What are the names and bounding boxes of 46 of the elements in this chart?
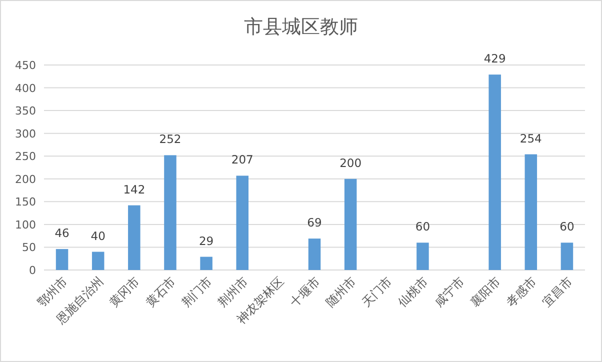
x-tick-label: 黄冈市 xyxy=(106,274,142,310)
data-label: 429 xyxy=(484,52,506,66)
y-tick-label: 200 xyxy=(15,172,36,186)
bar xyxy=(524,154,538,270)
bar xyxy=(344,178,357,270)
x-tick-label: 孝感市 xyxy=(504,274,540,310)
data-label: 142 xyxy=(123,182,146,196)
bar xyxy=(128,205,140,270)
chart-title: 市县城区教师 xyxy=(244,16,358,38)
x-tick-label: 天门市 xyxy=(359,274,395,310)
x-tick-label: 黄石市 xyxy=(143,274,178,310)
x-tick-label: 随州市 xyxy=(323,274,359,310)
data-label: 29 xyxy=(198,234,214,248)
bar xyxy=(560,242,574,270)
data-label: 60 xyxy=(415,220,430,234)
bar xyxy=(56,249,68,270)
data-label: 200 xyxy=(340,156,362,170)
y-tick-label: 300 xyxy=(15,127,36,140)
x-tick-label: 仙桃市 xyxy=(395,274,431,310)
x-tick-label: 襄阳市 xyxy=(468,274,503,310)
y-tick-label: 150 xyxy=(15,196,36,209)
y-tick-label: 50 xyxy=(22,241,36,254)
bar xyxy=(308,238,321,270)
y-tick-label: 100 xyxy=(15,218,36,232)
data-label: 40 xyxy=(90,228,106,243)
data-label: 46 xyxy=(54,226,70,240)
data-label: 207 xyxy=(231,152,254,167)
y-tick-label: 250 xyxy=(15,150,36,164)
bar xyxy=(236,176,248,270)
bar xyxy=(200,256,212,270)
data-label: 69 xyxy=(307,216,322,230)
bar xyxy=(92,252,104,270)
x-tick-label: 荆门市 xyxy=(179,274,214,310)
data-label: 252 xyxy=(159,132,182,146)
y-tick-label: 450 xyxy=(15,59,36,72)
x-tick-label: 咸宁市 xyxy=(432,274,467,310)
data-label: 254 xyxy=(520,131,542,146)
bar xyxy=(416,242,429,270)
bar xyxy=(164,155,176,270)
y-tick-label: 350 xyxy=(15,104,36,118)
y-tick-label: 400 xyxy=(15,82,36,95)
bar xyxy=(488,74,501,270)
x-tick-label: 宜昌市 xyxy=(540,274,576,310)
data-label: 60 xyxy=(560,220,574,234)
x-tick-label: 十堰市 xyxy=(287,274,323,310)
y-tick-label: 0 xyxy=(29,264,36,277)
